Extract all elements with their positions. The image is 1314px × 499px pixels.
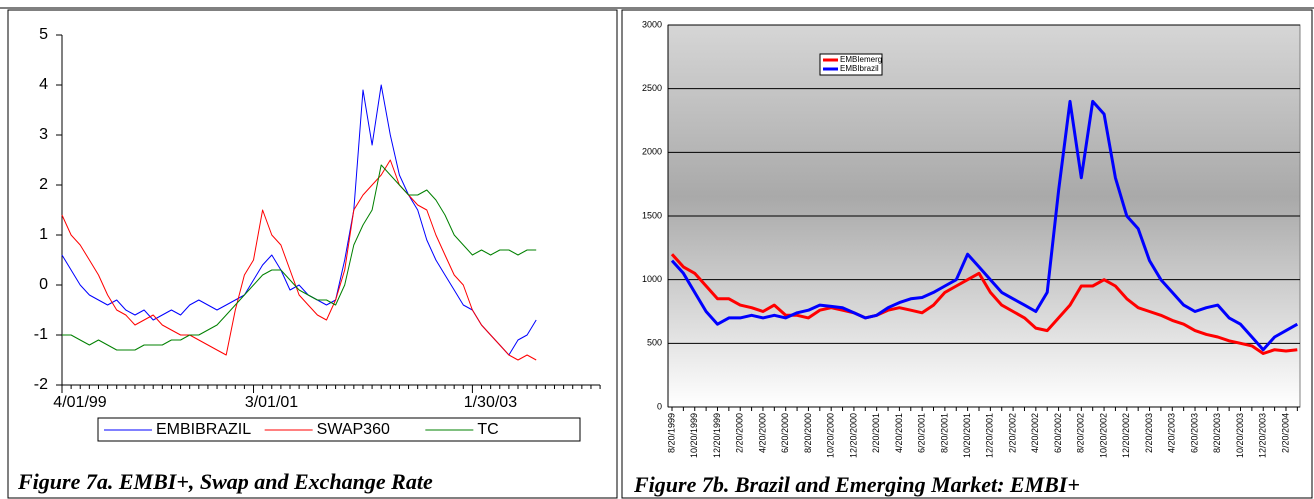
y-tick-label: 0 bbox=[657, 401, 662, 411]
legend-label: EMBIbrazil bbox=[840, 64, 879, 73]
y-tick-label: 5 bbox=[39, 26, 48, 43]
y-tick-label: 2000 bbox=[642, 147, 662, 157]
x-tick-label: 2/20/2000 bbox=[735, 413, 745, 453]
panel-right bbox=[621, 9, 1313, 499]
x-tick-label: 3/01/01 bbox=[245, 394, 298, 411]
y-tick-label: -1 bbox=[34, 326, 48, 343]
x-tick-label: 6/20/2003 bbox=[1189, 413, 1199, 453]
y-tick-label: 4 bbox=[39, 76, 48, 93]
legend-label: EMBIBRAZIL bbox=[156, 421, 251, 438]
y-tick-label: 1500 bbox=[642, 210, 662, 220]
x-tick-label: 6/20/2000 bbox=[780, 413, 790, 453]
caption: Figure 7b. Brazil and Emerging Market: E… bbox=[633, 472, 1080, 497]
x-tick-label: 6/20/2001 bbox=[917, 413, 927, 453]
x-tick-label: 10/20/1999 bbox=[689, 413, 699, 458]
x-tick-label: 8/20/2000 bbox=[803, 413, 813, 453]
x-tick-label: 10/20/2000 bbox=[826, 413, 836, 458]
x-tick-label: 12/20/2001 bbox=[985, 413, 995, 458]
x-tick-label: 10/20/2001 bbox=[962, 413, 972, 458]
y-tick-label: 3 bbox=[39, 126, 48, 143]
x-tick-label: 12/20/2000 bbox=[848, 413, 858, 458]
y-tick-label: 1000 bbox=[642, 274, 662, 284]
x-tick-label: 4/20/2000 bbox=[757, 413, 767, 453]
y-tick-label: 1 bbox=[39, 226, 48, 243]
y-tick-label: 0 bbox=[39, 276, 48, 293]
x-tick-label: 6/20/2002 bbox=[1053, 413, 1063, 453]
legend-label: EMBIemerg bbox=[840, 55, 882, 64]
x-tick-label: 4/01/99 bbox=[53, 394, 106, 411]
legend-box bbox=[97, 417, 581, 442]
x-tick-label: 8/20/2002 bbox=[1076, 413, 1086, 453]
x-tick-label: 8/20/2001 bbox=[939, 413, 949, 453]
x-tick-label: 8/20/2003 bbox=[1212, 413, 1222, 453]
x-tick-label: 2/20/2003 bbox=[1144, 413, 1154, 453]
x-tick-label: 2/20/2002 bbox=[1007, 413, 1017, 453]
series-line bbox=[670, 99, 1299, 352]
legend-label: SWAP360 bbox=[317, 421, 390, 438]
x-tick-label: 2/20/2001 bbox=[871, 413, 881, 453]
y-tick-label: 2500 bbox=[642, 83, 662, 93]
x-tick-label: 4/20/2002 bbox=[1030, 413, 1040, 453]
y-tick-label: 2 bbox=[39, 176, 48, 193]
series-line bbox=[61, 84, 537, 356]
caption: Figure 7a. EMBI+, Swap and Exchange Rate bbox=[17, 469, 433, 494]
x-tick-label: 4/20/2003 bbox=[1167, 413, 1177, 453]
y-tick-label: 3000 bbox=[642, 19, 662, 29]
x-tick-label: 2/20/2004 bbox=[1280, 413, 1290, 453]
series-line bbox=[61, 159, 537, 361]
x-tick-label: 12/20/1999 bbox=[712, 413, 722, 458]
x-tick-label: 10/20/2003 bbox=[1235, 413, 1245, 458]
legend-label: TC bbox=[477, 421, 498, 438]
y-tick-label: -2 bbox=[34, 376, 48, 393]
x-tick-label: 4/20/2001 bbox=[894, 413, 904, 453]
x-tick-label: 12/20/2002 bbox=[1121, 413, 1131, 458]
y-tick-label: 500 bbox=[647, 338, 662, 348]
x-tick-label: 1/30/03 bbox=[464, 394, 517, 411]
series-line bbox=[62, 164, 537, 351]
x-tick-label: 8/20/1999 bbox=[666, 413, 676, 453]
x-tick-label: 12/20/2003 bbox=[1258, 413, 1268, 458]
x-tick-label: 10/20/2002 bbox=[1098, 413, 1108, 458]
panel-left bbox=[7, 9, 618, 499]
series-line bbox=[670, 253, 1298, 355]
